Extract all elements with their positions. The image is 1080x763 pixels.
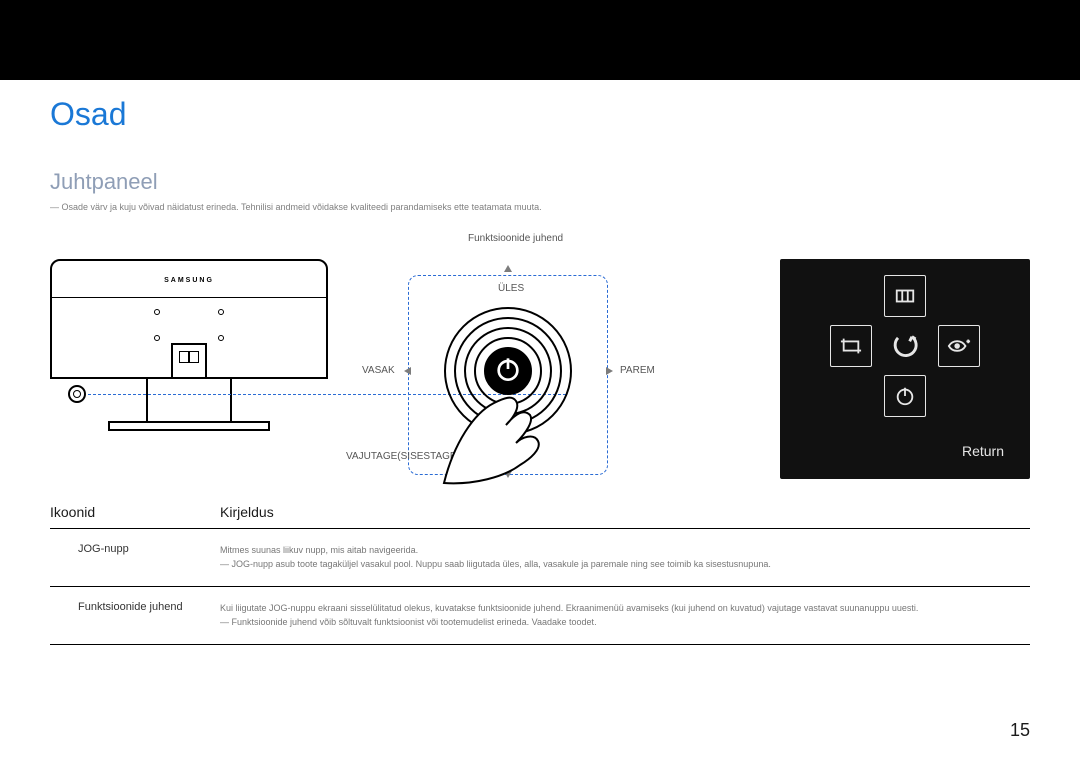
osd-eyesaver-button[interactable]: [938, 325, 980, 367]
menu-grid-icon: [894, 285, 916, 307]
power-icon: [894, 385, 916, 407]
description-table: Ikoonid Kirjeldus JOG-nupp Mitmes suunas…: [50, 504, 1030, 645]
osd-source-button[interactable]: [830, 325, 872, 367]
screw-icon: [154, 309, 160, 315]
row-desc: Mitmes suunas liikuv nupp, mis aitab nav…: [220, 543, 1030, 572]
subsection-title: Juhtpaneel: [50, 169, 1030, 195]
arrow-left-icon: [400, 367, 411, 375]
section-title: Osad: [50, 96, 1030, 133]
back-arrow-icon: [891, 332, 919, 360]
page-number: 15: [1010, 720, 1030, 741]
eye-plus-icon: [947, 335, 971, 357]
screw-icon: [218, 335, 224, 341]
row-name: Funktsioonide juhend: [50, 601, 220, 613]
screw-icon: [218, 309, 224, 315]
osd-grid: [796, 275, 1014, 415]
osd-menu-button[interactable]: [884, 275, 926, 317]
jog-up-label: ÜLES: [498, 283, 524, 294]
monitor-rear-illustration: SAMSUNG: [50, 259, 328, 469]
osd-back-button[interactable]: [884, 325, 926, 367]
port-panel: [171, 343, 207, 379]
osd-power-button[interactable]: [884, 375, 926, 417]
desc-line: Mitmes suunas liikuv nupp, mis aitab nav…: [220, 543, 1030, 557]
jog-left-label: VASAK: [362, 365, 395, 376]
fine-note: ― Osade värv ja kuju võivad näidatust er…: [50, 201, 1030, 215]
desc-line: ― Funktsioonide juhend võib sõltuvalt fu…: [220, 615, 1030, 629]
monitor-split-line: [52, 297, 326, 298]
monitor-base: [108, 421, 270, 431]
osd-panel: Return: [780, 259, 1030, 479]
source-loop-icon: [840, 335, 862, 357]
desc-line: Kui liigutate JOG-nuppu ekraani sisselül…: [220, 601, 1030, 615]
osd-return-label: Return: [796, 443, 1014, 459]
monitor-brand: SAMSUNG: [50, 277, 328, 284]
row-desc: Kui liigutate JOG-nuppu ekraani sisselül…: [220, 601, 1030, 630]
jog-location-inner-icon: [73, 390, 81, 398]
arrow-right-icon: [606, 367, 617, 375]
illustration-row: Funktsioonide juhend SAMSUNG ÜLES: [50, 225, 1030, 515]
table-header: Ikoonid Kirjeldus: [50, 504, 1030, 529]
col-icons: Ikoonid: [50, 504, 220, 520]
screw-icon: [154, 335, 160, 341]
col-description: Kirjeldus: [220, 504, 274, 520]
table-row: JOG-nupp Mitmes suunas liikuv nupp, mis …: [50, 529, 1030, 587]
content-area: Osad Juhtpaneel ― Osade värv ja kuju või…: [50, 96, 1030, 515]
arrow-up-icon: [504, 265, 512, 272]
manual-page: Osad Juhtpaneel ― Osade värv ja kuju või…: [0, 0, 1080, 763]
jog-guide-label: Funktsioonide juhend: [468, 233, 563, 244]
table-row: Funktsioonide juhend Kui liigutate JOG-n…: [50, 587, 1030, 645]
hand-icon: [434, 373, 564, 493]
row-name: JOG-nupp: [50, 543, 220, 555]
jog-right-label: PAREM: [620, 365, 655, 376]
top-bar: [0, 0, 1080, 80]
desc-line: ― JOG-nupp asub toote tagaküljel vasakul…: [220, 557, 1030, 571]
monitor-stand: [146, 379, 232, 423]
